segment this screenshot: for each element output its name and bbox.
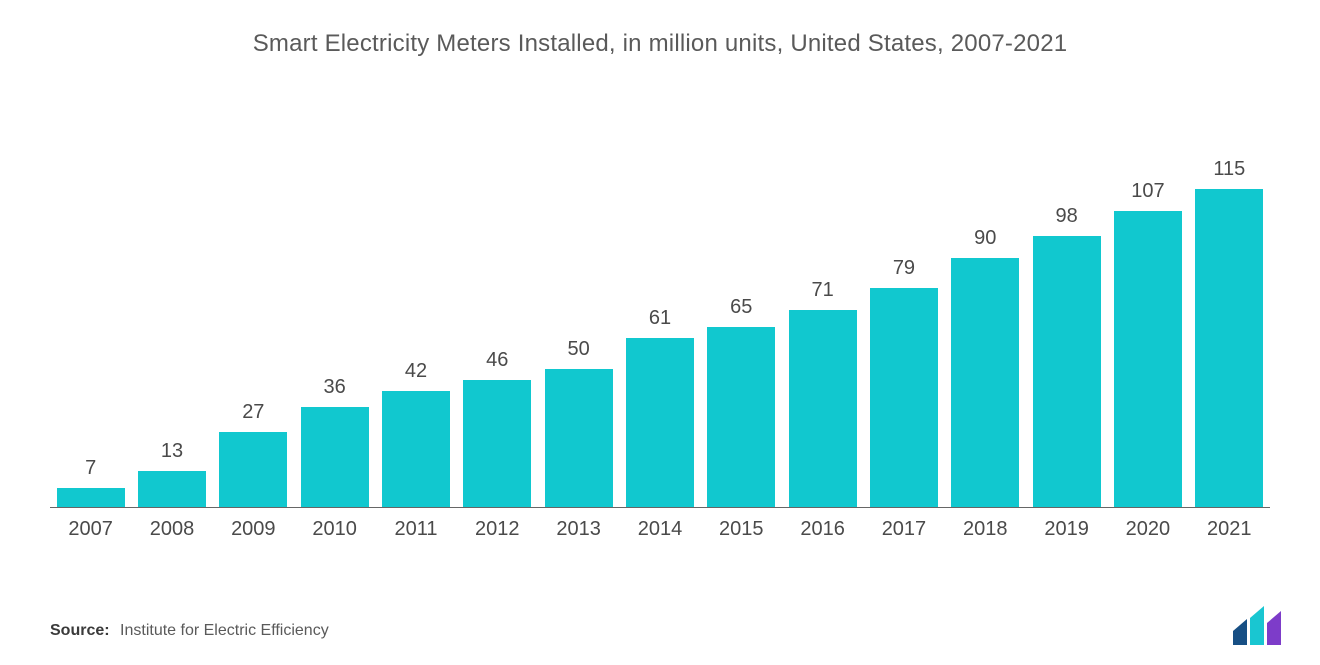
bar-value-label: 90	[974, 227, 996, 250]
source-line: Source: Institute for Electric Efficienc…	[50, 622, 329, 640]
x-tick-label: 2019	[1026, 518, 1107, 541]
bar-value-label: 27	[242, 401, 264, 424]
bar-col: 107	[1107, 108, 1188, 507]
x-tick-label: 2010	[294, 518, 375, 541]
bar-col: 65	[701, 108, 782, 507]
bar	[870, 288, 938, 507]
bar-value-label: 107	[1131, 180, 1164, 203]
bar-col: 115	[1189, 108, 1270, 507]
source-text: Institute for Electric Efficiency	[120, 622, 329, 639]
bar-col: 7	[50, 108, 131, 507]
x-tick-label: 2017	[863, 518, 944, 541]
bar-value-label: 46	[486, 349, 508, 372]
x-tick-label: 2012	[457, 518, 538, 541]
bar-col: 90	[945, 108, 1026, 507]
bar	[951, 258, 1019, 507]
bar	[138, 471, 206, 507]
x-tick-label: 2018	[945, 518, 1026, 541]
x-tick-label: 2021	[1189, 518, 1270, 541]
x-tick-label: 2020	[1107, 518, 1188, 541]
bar	[626, 338, 694, 507]
x-tick-label: 2009	[213, 518, 294, 541]
x-tick-label: 2007	[50, 518, 131, 541]
x-tick-label: 2015	[701, 518, 782, 541]
logo-bar-1	[1233, 619, 1247, 645]
bar-col: 50	[538, 108, 619, 507]
bar-value-label: 71	[811, 279, 833, 302]
bar-col: 36	[294, 108, 375, 507]
x-tick-label: 2013	[538, 518, 619, 541]
x-tick-label: 2016	[782, 518, 863, 541]
bar-col: 46	[457, 108, 538, 507]
bar-value-label: 50	[568, 338, 590, 361]
bar	[301, 407, 369, 507]
logo-bar-3	[1267, 611, 1281, 645]
bar	[707, 327, 775, 507]
logo-bar-2	[1250, 606, 1264, 645]
bar	[789, 310, 857, 507]
chart-container: Smart Electricity Meters Installed, in m…	[0, 0, 1320, 665]
bar	[219, 432, 287, 507]
bar	[1195, 189, 1263, 507]
bar-value-label: 65	[730, 296, 752, 319]
plot-area: 7 13 27 36 42 46 50 61 65 71 79 90 98 107 115	[50, 108, 1270, 508]
x-tick-label: 2008	[131, 518, 212, 541]
bar	[1033, 236, 1101, 507]
bar	[463, 380, 531, 507]
bar-col: 61	[619, 108, 700, 507]
bar-col: 13	[131, 108, 212, 507]
x-tick-label: 2011	[375, 518, 456, 541]
bar-value-label: 79	[893, 257, 915, 280]
bar-col: 98	[1026, 108, 1107, 507]
bar-col: 79	[863, 108, 944, 507]
x-axis: 2007200820092010201120122013201420152016…	[50, 518, 1270, 541]
bar	[545, 369, 613, 507]
bar-col: 42	[375, 108, 456, 507]
bar-col: 27	[213, 108, 294, 507]
bar-col: 71	[782, 108, 863, 507]
bar-value-label: 61	[649, 307, 671, 330]
brand-logo	[1233, 605, 1285, 645]
bar	[57, 488, 125, 507]
bar-value-label: 36	[324, 376, 346, 399]
bar	[382, 391, 450, 507]
bar-value-label: 13	[161, 440, 183, 463]
source-label: Source:	[50, 622, 110, 639]
bar-value-label: 7	[85, 457, 96, 480]
bar	[1114, 211, 1182, 507]
x-tick-label: 2014	[619, 518, 700, 541]
bar-value-label: 115	[1213, 158, 1245, 181]
bar-value-label: 42	[405, 360, 427, 383]
chart-title: Smart Electricity Meters Installed, in m…	[40, 30, 1280, 58]
bar-value-label: 98	[1055, 205, 1077, 228]
